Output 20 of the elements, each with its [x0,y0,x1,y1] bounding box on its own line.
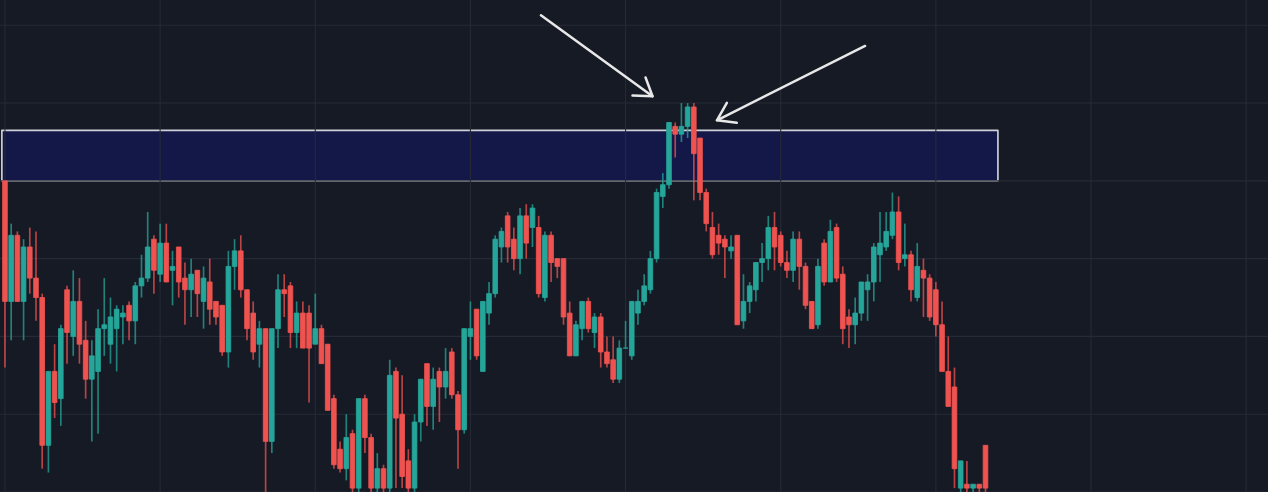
candlestick [895,195,902,272]
candlestick [262,327,269,492]
candlestick [45,370,52,474]
candlestick [380,463,387,492]
candlestick [200,265,207,330]
candlestick [442,347,449,400]
candlestick [529,203,536,248]
candlestick [591,312,598,349]
candlestick [728,234,734,260]
candlestick [734,234,741,326]
candlestick [473,308,480,361]
candlestick [20,238,27,342]
candlestick [436,366,443,423]
candlestick [194,269,201,318]
candlestick [293,300,300,349]
candlestick [169,250,176,307]
candlestick [827,218,834,283]
candlestick [51,343,58,419]
candlestick [14,230,21,303]
candlestick [256,320,263,369]
